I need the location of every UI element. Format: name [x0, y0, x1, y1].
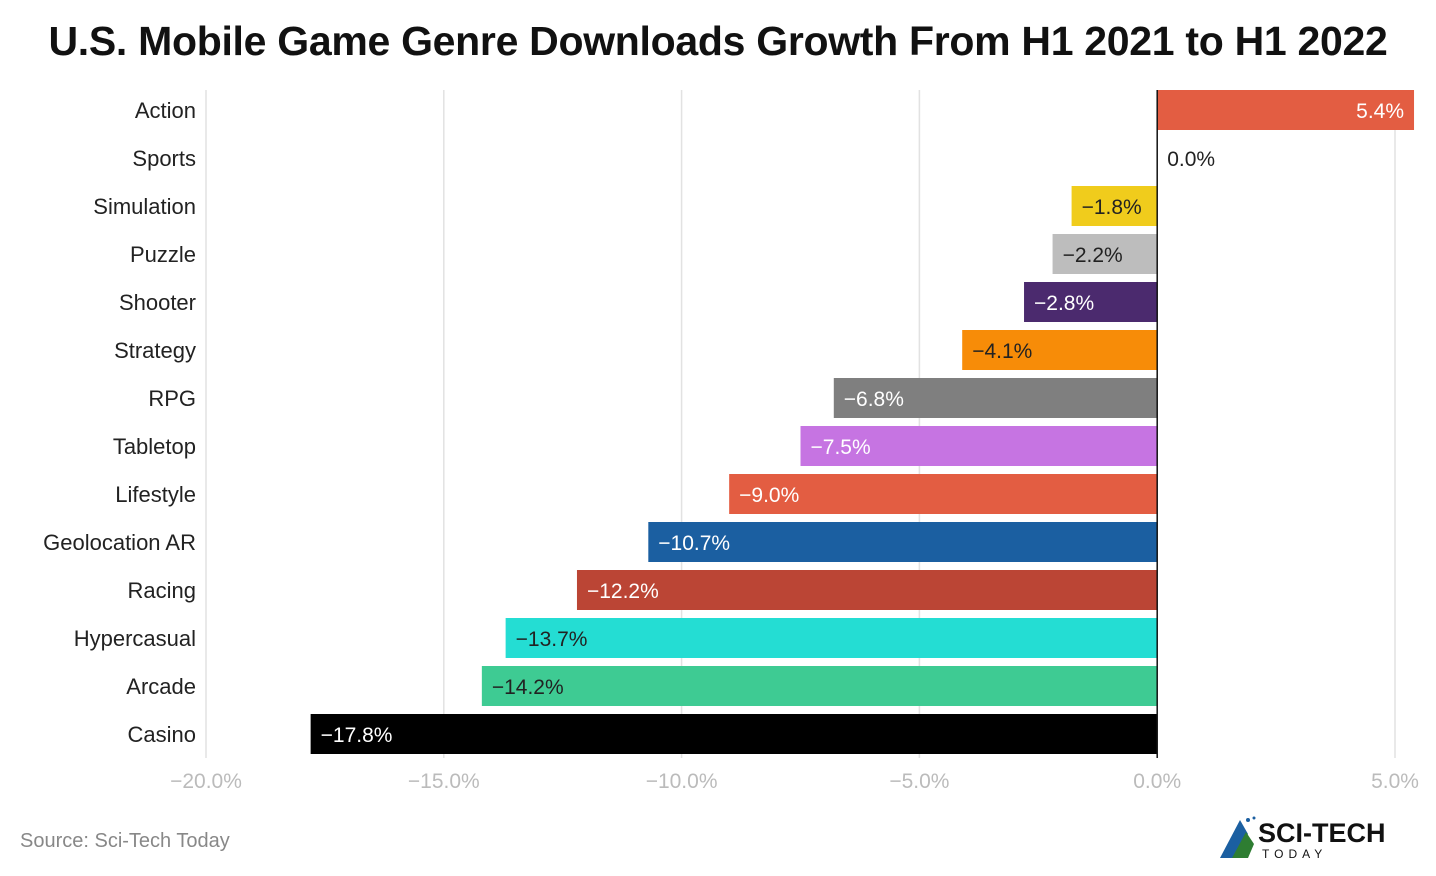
value-label: −7.5% [811, 436, 871, 459]
category-label: Sports [132, 146, 196, 171]
category-label: Hypercasual [74, 626, 196, 651]
category-label: Lifestyle [115, 482, 196, 507]
bar [1024, 282, 1158, 322]
category-label: Action [135, 98, 196, 123]
value-label: −6.8% [844, 388, 904, 411]
bar-chart: −20.0% −15.0% −10.0% −5.0% 0.0% 5.0% Action 5.4… [43, 90, 1419, 793]
category-label: Racing [128, 578, 196, 603]
bar [1052, 234, 1158, 274]
category-label: Shooter [119, 290, 196, 315]
value-label: −13.7% [516, 628, 588, 651]
category-label: Geolocation AR [43, 530, 196, 555]
value-label: −4.1% [972, 340, 1032, 363]
category-label: Casino [128, 722, 196, 747]
bar [833, 378, 1158, 418]
bar [648, 522, 1158, 562]
value-label: −10.7% [658, 532, 730, 555]
category-label: Arcade [126, 674, 196, 699]
bar [800, 426, 1158, 466]
value-label: −1.8% [1082, 196, 1142, 219]
x-tick-label: −15.0% [408, 770, 480, 793]
value-label: −2.8% [1034, 292, 1094, 315]
x-tick-label: 5.0% [1371, 770, 1419, 793]
x-tick-label: −20.0% [170, 770, 242, 793]
bar [310, 714, 1158, 754]
value-label: 5.4% [1356, 100, 1404, 123]
value-label: 0.0% [1167, 148, 1215, 171]
svg-text:SCI-TECH: SCI-TECH [1258, 818, 1386, 848]
x-tick-label: 0.0% [1133, 770, 1181, 793]
bar [505, 618, 1158, 658]
bar [962, 330, 1158, 370]
value-label: −9.0% [739, 484, 799, 507]
x-tick-label: −10.0% [646, 770, 718, 793]
source-note: Source: Sci-Tech Today [20, 830, 230, 852]
category-label: Tabletop [113, 434, 196, 459]
x-tick-label: −5.0% [889, 770, 949, 793]
bar [481, 666, 1158, 706]
bar [576, 570, 1158, 610]
bar [1157, 90, 1415, 130]
bar [1071, 186, 1158, 226]
category-label: Simulation [93, 194, 196, 219]
value-label: −17.8% [321, 724, 393, 747]
svg-text:TODAY: TODAY [1262, 847, 1327, 861]
sci-tech-today-logo: SCI-TECH TODAY [1220, 816, 1386, 861]
value-label: −14.2% [492, 676, 564, 699]
value-label: −12.2% [587, 580, 659, 603]
bar [729, 474, 1158, 514]
value-label: −2.2% [1063, 244, 1123, 267]
chart-title: U.S. Mobile Game Genre Downloads Growth … [48, 18, 1388, 64]
category-label: Puzzle [130, 242, 196, 267]
category-label: RPG [148, 386, 196, 411]
category-label: Strategy [114, 338, 196, 363]
